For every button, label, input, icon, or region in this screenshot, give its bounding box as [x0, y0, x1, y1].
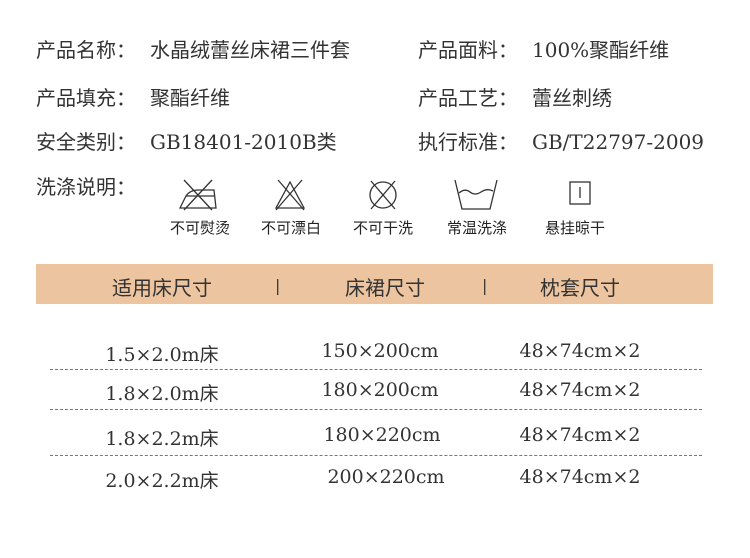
column-separator: |	[482, 276, 488, 295]
care-item-label: 不可干洗	[352, 219, 413, 237]
care-label: 洗涤说明：	[36, 175, 136, 199]
table-cell: 1.8×2.2m床	[105, 428, 219, 450]
no-dry-clean-icon	[369, 180, 397, 210]
row-divider	[50, 369, 702, 370]
care-item-label: 不可漂白	[260, 219, 321, 237]
table-cell: 48×74cm×2	[519, 424, 641, 446]
hang-dry-icon	[569, 181, 591, 205]
column-header: 枕套尺寸	[540, 276, 620, 300]
info-value: 蕾丝刺绣	[532, 86, 612, 110]
row-divider	[50, 455, 702, 456]
info-value: 聚酯纤维	[150, 86, 230, 110]
column-header: 适用床尺寸	[112, 276, 212, 300]
wash-icon	[454, 179, 498, 210]
table-cell: 1.8×2.0m床	[105, 383, 219, 405]
table-cell: 150×200cm	[321, 340, 439, 362]
no-iron-icon	[178, 179, 217, 211]
info-label: 产品工艺：	[418, 86, 518, 110]
table-cell: 48×74cm×2	[519, 379, 641, 401]
table-cell: 200×220cm	[327, 466, 445, 488]
table-header	[36, 264, 713, 304]
info-label: 安全类别：	[36, 130, 136, 154]
column-separator: |	[275, 276, 281, 295]
no-bleach-icon	[274, 179, 306, 211]
info-value: 水晶绒蕾丝床裙三件套	[150, 38, 350, 62]
care-item-label: 不可熨烫	[169, 219, 230, 237]
info-label: 产品面料：	[418, 38, 518, 62]
info-label: 产品名称：	[36, 38, 136, 62]
table-cell: 180×200cm	[321, 379, 439, 401]
table-cell: 48×74cm×2	[519, 340, 641, 362]
column-header: 床裙尺寸	[345, 276, 425, 300]
table-cell: 2.0×2.2m床	[105, 470, 219, 492]
row-divider	[50, 409, 702, 410]
info-value: GB/T22797-2009	[532, 130, 705, 154]
info-label: 产品填充：	[36, 86, 136, 110]
table-cell: 180×220cm	[323, 424, 441, 446]
table-cell: 48×74cm×2	[519, 466, 641, 488]
info-label: 执行标准：	[418, 130, 518, 154]
care-item-label: 悬挂晾干	[544, 219, 605, 237]
info-value: GB18401-2010B类	[150, 130, 337, 154]
care-item-label: 常温洗涤	[446, 219, 507, 237]
table-cell: 1.5×2.0m床	[105, 344, 219, 366]
info-value: 100%聚酯纤维	[532, 38, 670, 62]
